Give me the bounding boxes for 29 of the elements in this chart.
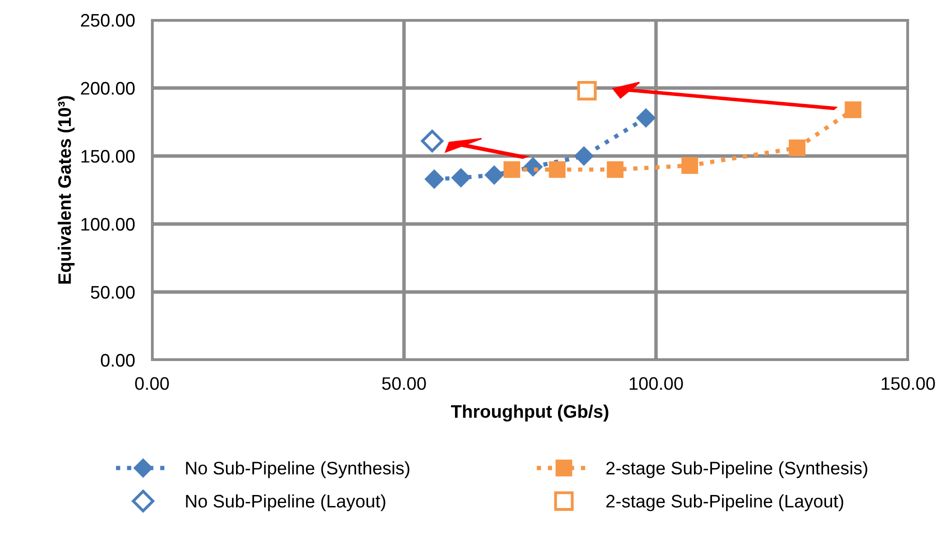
point xyxy=(636,108,656,128)
x-axis-title: Throughput (Gb/s) xyxy=(450,404,608,422)
y-tick-label: 0.00 xyxy=(100,354,135,367)
point xyxy=(484,166,504,185)
point xyxy=(577,80,597,100)
y-tick-label: 200.00 xyxy=(81,82,135,95)
x-tick-label: 50.00 xyxy=(382,377,426,390)
point xyxy=(606,161,624,178)
y-axis-title: Equivalent Gates (10³) xyxy=(58,96,75,284)
point xyxy=(504,161,520,178)
y-tick-label: 150.00 xyxy=(81,150,135,163)
point xyxy=(844,101,862,118)
x-tick-label: 0.00 xyxy=(135,377,169,390)
y-tick-label: 250.00 xyxy=(81,14,135,27)
y-tick-label: 100.00 xyxy=(81,218,135,231)
y-tick-label: 50.00 xyxy=(90,286,135,299)
point xyxy=(681,157,698,174)
legend-label: 2-stage Sub-Pipeline (Layout) xyxy=(606,494,844,512)
legend-label: No Sub-Pipeline (Synthesis) xyxy=(186,461,410,478)
point xyxy=(421,130,444,152)
point xyxy=(451,168,470,188)
x-tick-label: 100.00 xyxy=(630,377,683,390)
point xyxy=(574,146,594,166)
point xyxy=(424,170,444,189)
point xyxy=(548,161,566,178)
legend-label: No Sub-Pipeline (Layout) xyxy=(186,494,386,512)
point xyxy=(788,140,806,156)
legend-label: 2-stage Sub-Pipeline (Synthesis) xyxy=(606,461,868,478)
x-tick-label: 150.00 xyxy=(882,377,935,390)
